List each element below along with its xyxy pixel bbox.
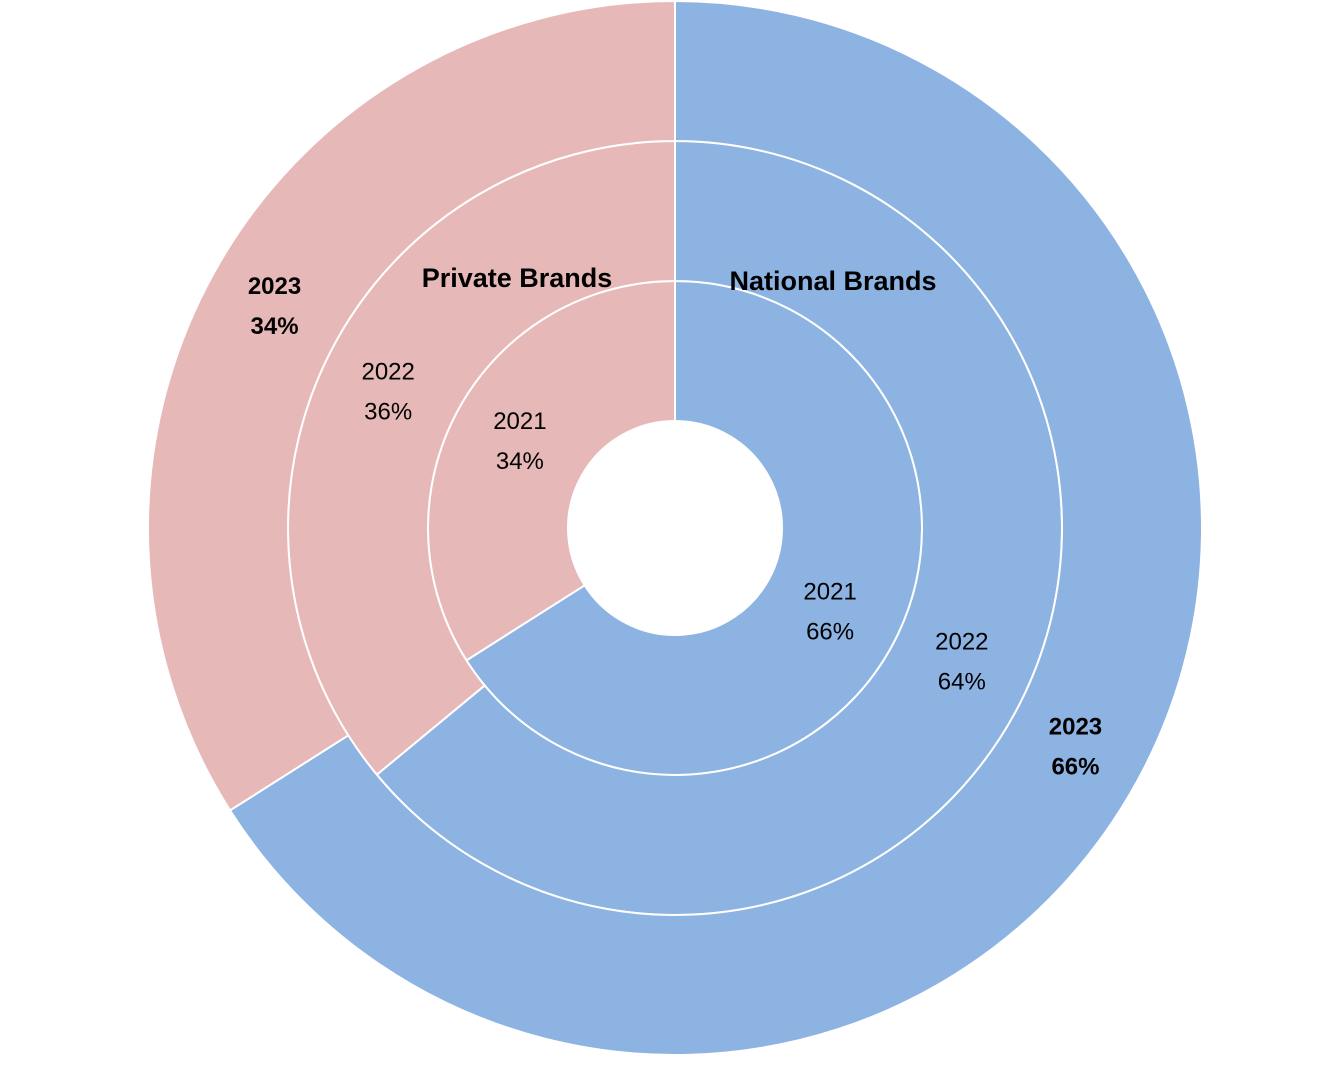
slice-value-label: 34%: [251, 313, 299, 340]
slice-year-label: 2021: [803, 579, 856, 606]
slice-value-label: 34%: [496, 448, 544, 475]
slice-year-label: 2023: [1049, 714, 1102, 741]
slice-value-label: 64%: [938, 668, 986, 695]
slice: [147, 0, 676, 812]
category-label: National Brands: [729, 266, 936, 296]
slice-year-label: 2023: [248, 273, 301, 300]
slice-value-label: 66%: [1051, 754, 1099, 781]
slice-year-label: 2021: [493, 408, 546, 435]
slice-year-label: 2022: [935, 628, 988, 655]
rings: [147, 0, 1203, 1056]
slice: [228, 0, 1203, 1056]
slice-value-label: 36%: [364, 398, 412, 425]
category-label: Private Brands: [422, 263, 613, 293]
slice-value-label: 66%: [806, 619, 854, 646]
slice-year-label: 2022: [361, 358, 414, 385]
